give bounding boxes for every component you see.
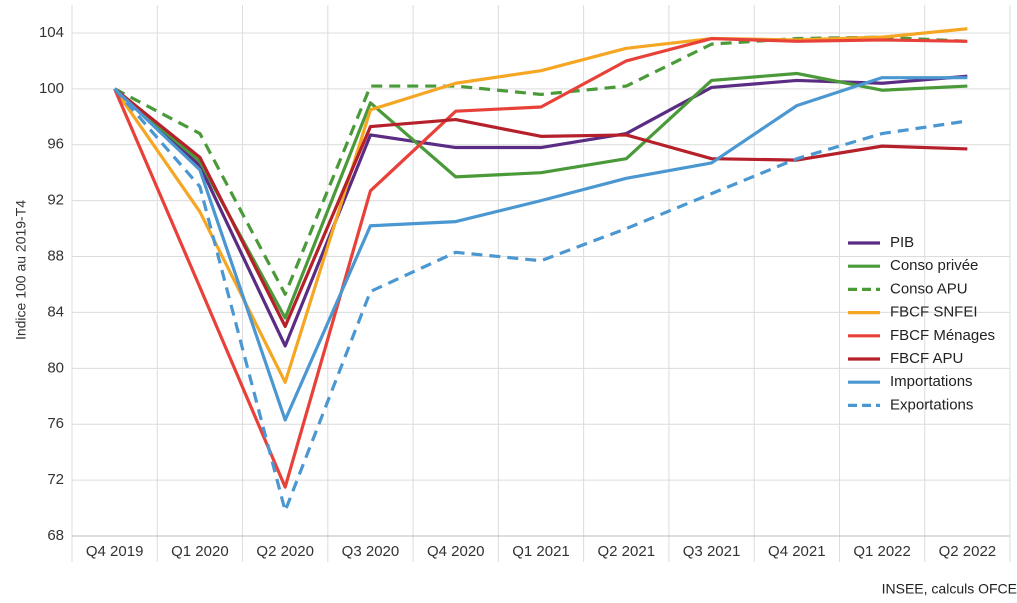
y-tick-label: 88 — [47, 247, 64, 264]
y-tick-label: 104 — [39, 24, 64, 41]
legend-label: Conso APU — [890, 280, 968, 297]
x-tick-label: Q4 2020 — [427, 543, 485, 560]
series-line — [113, 35, 968, 296]
y-tick-label: 100 — [39, 80, 64, 97]
legend-label: Conso privée — [890, 257, 978, 274]
y-tick-label: 68 — [47, 527, 64, 544]
series-line — [113, 71, 968, 320]
x-tick-label: Q1 2022 — [853, 543, 911, 560]
y-tick-label: 76 — [47, 415, 64, 432]
x-tick-label: Q4 2019 — [86, 543, 144, 560]
y-tick-label: 72 — [47, 471, 64, 488]
series-line — [113, 27, 968, 384]
legend-label: PIB — [890, 234, 914, 251]
x-tick-label: Q2 2020 — [256, 543, 314, 560]
y-tick-label: 84 — [47, 303, 64, 320]
y-tick-label: 92 — [47, 192, 64, 209]
series-line — [113, 36, 968, 489]
x-tick-label: Q1 2020 — [171, 543, 229, 560]
x-tick-label: Q2 2022 — [939, 543, 997, 560]
y-tick-label: 80 — [47, 359, 64, 376]
x-tick-label: Q3 2020 — [342, 543, 400, 560]
series-line — [113, 87, 968, 328]
y-tick-label: 96 — [47, 136, 64, 153]
legend-label: FBCF SNFEI — [890, 304, 978, 321]
x-tick-label: Q4 2021 — [768, 543, 826, 560]
x-tick-label: Q1 2021 — [512, 543, 570, 560]
legend-label: FBCF Ménages — [890, 327, 995, 344]
series-line — [113, 74, 968, 348]
x-tick-label: Q3 2021 — [683, 543, 741, 560]
legend-label: Exportations — [890, 396, 973, 413]
legend-label: FBCF APU — [890, 350, 963, 367]
source: INSEE, calculs OFCE — [882, 581, 1017, 597]
y-axis-label: Indice 100 au 2019-T4 — [13, 200, 29, 340]
series-line — [113, 76, 968, 422]
x-tick-label: Q2 2021 — [597, 543, 655, 560]
legend-label: Importations — [890, 373, 973, 390]
